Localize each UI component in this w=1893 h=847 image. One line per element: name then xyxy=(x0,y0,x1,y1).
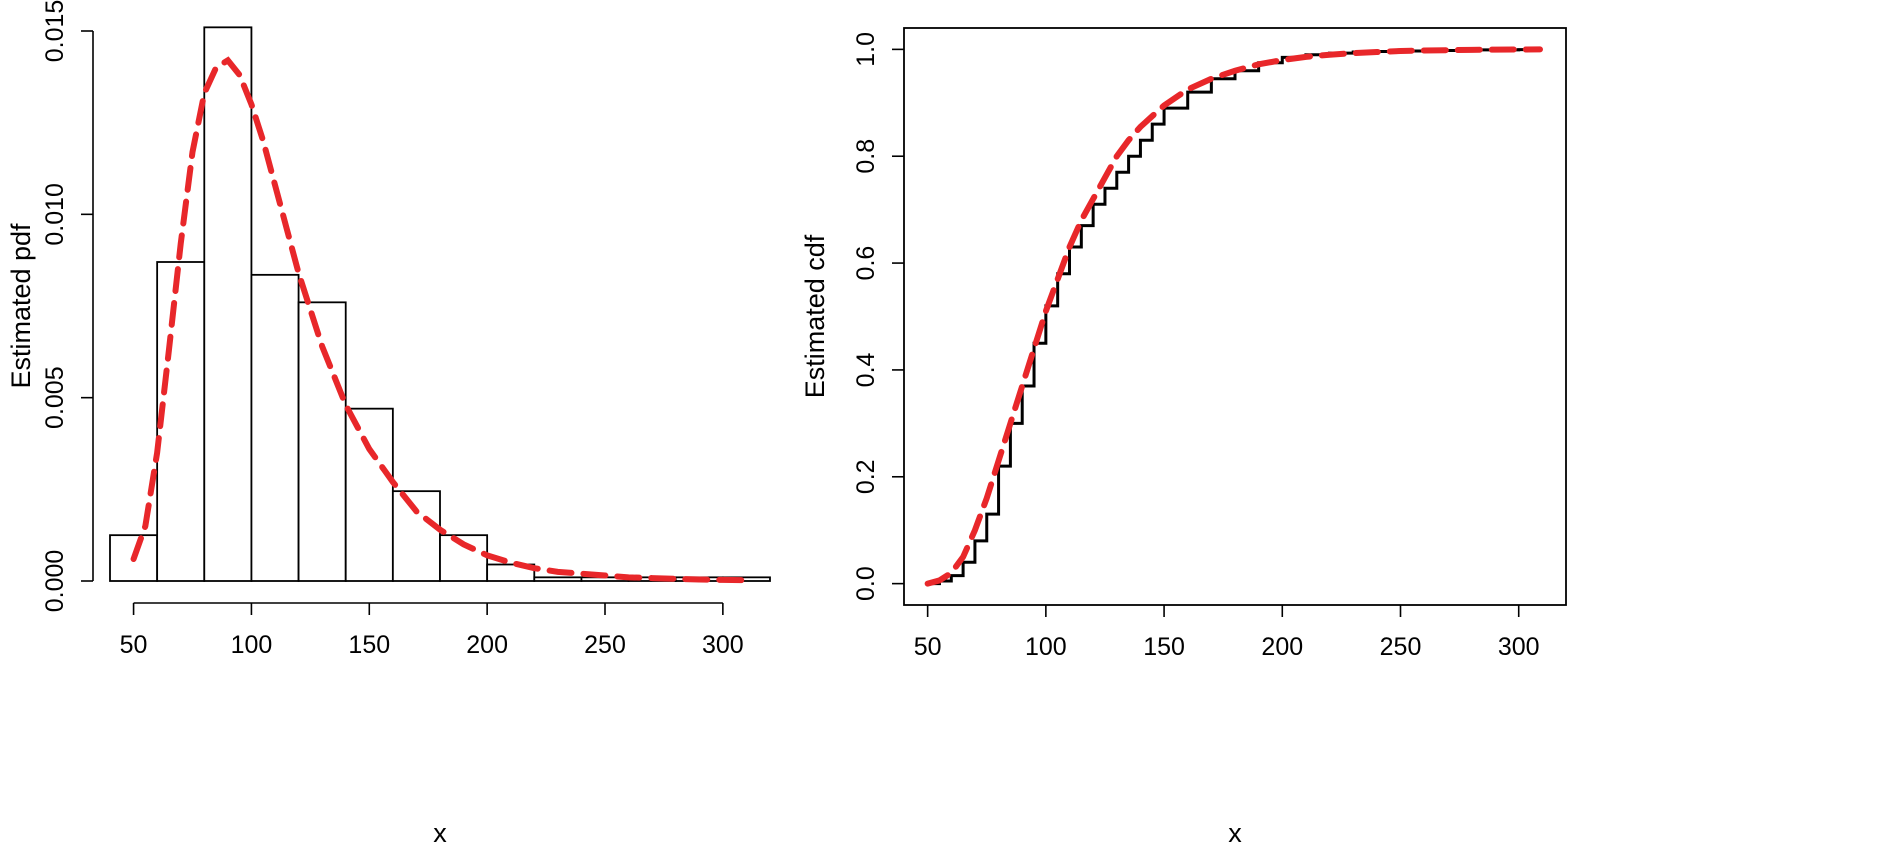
y-tick-label: 0.015 xyxy=(41,0,69,62)
fitted-cdf-curve xyxy=(924,46,1543,587)
x-tick-label: 150 xyxy=(1143,633,1185,661)
y-tick-label: 0.8 xyxy=(852,139,880,174)
x-tick-label: 200 xyxy=(466,631,508,659)
y-tick-label: 0.010 xyxy=(41,183,69,246)
histogram-bar xyxy=(344,407,394,582)
histogram-bar xyxy=(486,563,536,582)
x-tick-label: 50 xyxy=(914,633,942,661)
y-tick-label: 0.005 xyxy=(41,366,69,429)
y-tick-label: 0.0 xyxy=(852,566,880,601)
y-tick-label: 0.6 xyxy=(852,246,880,281)
empirical-cdf-line xyxy=(927,48,1542,586)
x-tick-label: 300 xyxy=(702,631,744,659)
y-tick-label: 0.000 xyxy=(41,550,69,613)
x-tick-label: 250 xyxy=(584,631,626,659)
x-tick-label: 50 xyxy=(120,631,148,659)
histogram-bar xyxy=(203,26,253,582)
histogram-bar xyxy=(391,490,441,582)
fitted-pdf-curve xyxy=(130,56,750,584)
cdf-panel: 50 100 150 200 250 300 x 0.0 0.2 0.4 0.6 0.8 1.0 Esti… xyxy=(800,27,1567,847)
histogram-bar xyxy=(533,576,583,582)
x-axis-title: x xyxy=(433,818,447,847)
y-tick-label: 0.2 xyxy=(852,459,880,494)
x-tick-label: 200 xyxy=(1261,633,1303,661)
y-axis-title: Estimated pdf xyxy=(6,223,36,389)
x-tick-label: 150 xyxy=(348,631,390,659)
y-tick-label: 1.0 xyxy=(852,32,880,67)
x-tick-label: 300 xyxy=(1498,633,1540,661)
y-tick-label: 0.4 xyxy=(852,352,880,387)
histogram-bar xyxy=(156,261,206,582)
histogram-bar xyxy=(250,273,300,582)
x-tick-label: 100 xyxy=(231,631,273,659)
y-axis-title: Estimated cdf xyxy=(800,234,830,398)
plot-frame xyxy=(903,27,1567,606)
x-tick-label: 250 xyxy=(1380,633,1422,661)
histogram-bar xyxy=(109,534,159,582)
x-tick-label: 100 xyxy=(1025,633,1067,661)
x-axis-title: x xyxy=(1228,818,1242,847)
pdf-panel: 50 100 150 200 250 300 x 0.000 0.005 0.010 0.015 Es… xyxy=(6,0,771,847)
